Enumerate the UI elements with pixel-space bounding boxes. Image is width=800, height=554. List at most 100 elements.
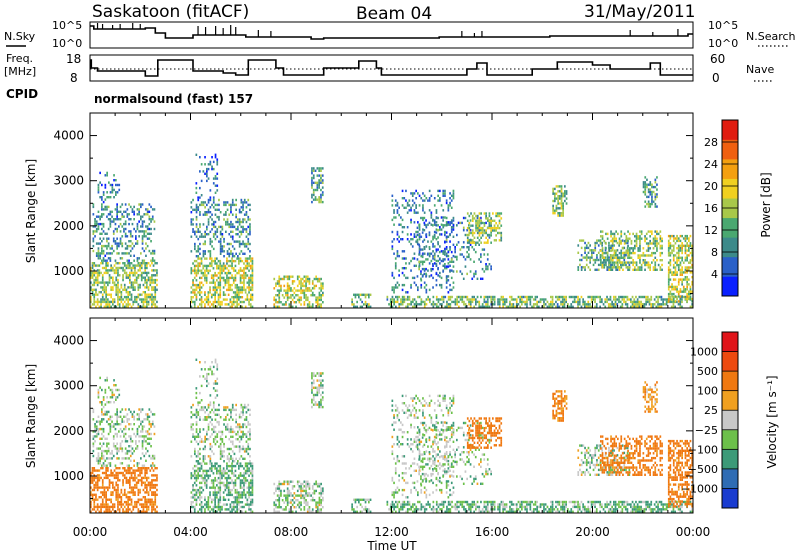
power-cell <box>473 231 476 235</box>
velocity-cell <box>136 447 139 450</box>
velocity-cell <box>97 454 100 458</box>
power-cell <box>515 298 518 301</box>
power-cell <box>240 233 243 236</box>
power-cell <box>691 276 693 279</box>
power-cell <box>457 221 460 225</box>
power-cell <box>204 156 206 159</box>
power-cell <box>536 300 538 304</box>
velocity-cell <box>200 510 203 513</box>
power-cell <box>610 235 612 238</box>
power-cell <box>439 189 441 193</box>
power-cell <box>129 235 132 238</box>
power-cell <box>449 295 452 299</box>
power-cell <box>251 293 254 296</box>
power-cell <box>285 289 287 292</box>
power-cell <box>449 248 451 251</box>
power-cell <box>437 241 439 244</box>
power-cell <box>483 248 486 251</box>
power-cell <box>486 303 489 306</box>
power-cell <box>401 295 404 299</box>
velocity-cell <box>97 388 100 392</box>
power-cell <box>396 295 399 299</box>
power-cell <box>212 177 215 180</box>
power-cell <box>195 186 198 190</box>
power-cell <box>447 295 450 299</box>
power-cell <box>222 298 225 301</box>
velocity-cell <box>200 464 203 468</box>
velocity-cell <box>106 464 108 467</box>
velocity-cell <box>116 418 118 421</box>
power-cell <box>475 219 477 222</box>
power-cell <box>469 229 472 232</box>
velocity-cell <box>123 420 125 423</box>
power-cell <box>245 206 248 209</box>
power-cell <box>300 289 302 292</box>
power-cell <box>644 268 646 271</box>
power-cell <box>656 242 658 245</box>
power-cell <box>646 202 648 206</box>
power-cell <box>216 228 219 231</box>
power-cell <box>450 269 453 272</box>
velocity-cell <box>90 476 92 480</box>
power-cell <box>248 288 250 292</box>
power-cell <box>128 218 130 221</box>
velocity-cell <box>142 467 145 470</box>
power-cell <box>313 284 316 288</box>
power-cell <box>584 249 586 252</box>
velocity-cell <box>153 413 156 416</box>
power-cell <box>126 208 129 211</box>
power-cell <box>676 263 678 267</box>
power-cell <box>676 239 678 243</box>
velocity-cell <box>127 503 129 506</box>
power-cell <box>672 266 675 269</box>
power-cell <box>592 263 595 267</box>
power-cell <box>674 266 677 269</box>
power-cell <box>398 206 400 209</box>
velocity-cell <box>132 488 135 492</box>
power-cell <box>151 295 153 299</box>
velocity-cell <box>195 503 198 506</box>
power-cell <box>432 305 435 308</box>
power-cell <box>674 261 677 264</box>
power-cell <box>90 305 92 308</box>
power-cell <box>654 237 657 240</box>
power-cell <box>592 298 595 301</box>
power-cell <box>124 247 127 250</box>
power-cell <box>498 298 501 301</box>
power-cell <box>428 275 431 278</box>
power-cell <box>426 253 429 256</box>
velocity-cell <box>207 501 210 504</box>
velocity-cell <box>205 481 208 485</box>
power-cell <box>492 212 494 215</box>
power-cell <box>449 233 451 237</box>
power-cell <box>219 303 222 306</box>
power-cell <box>290 296 292 299</box>
power-cell <box>624 303 627 306</box>
power-cell <box>389 300 392 304</box>
power-cell <box>659 237 662 240</box>
power-cell <box>137 286 140 289</box>
velocity-cell <box>112 505 114 509</box>
power-cell <box>235 213 237 216</box>
power-cell <box>219 259 222 263</box>
power-cell <box>146 237 149 240</box>
power-cell <box>601 251 604 255</box>
power-cell <box>672 263 675 267</box>
power-cell <box>411 238 414 241</box>
power-cell <box>656 237 658 240</box>
power-cell <box>447 223 450 226</box>
velocity-cell <box>123 467 126 470</box>
power-cell <box>101 295 104 299</box>
power-cell <box>688 249 690 252</box>
power-cell <box>671 283 673 286</box>
velocity-cell <box>152 469 155 472</box>
power-cell <box>192 218 194 221</box>
power-cell <box>291 282 294 285</box>
power-cell <box>311 280 314 283</box>
velocity-cell <box>192 484 194 487</box>
power-cell <box>577 300 579 304</box>
power-cell <box>405 291 407 294</box>
power-cell <box>243 245 246 248</box>
power-cell <box>688 278 690 281</box>
power-cell <box>435 216 438 220</box>
